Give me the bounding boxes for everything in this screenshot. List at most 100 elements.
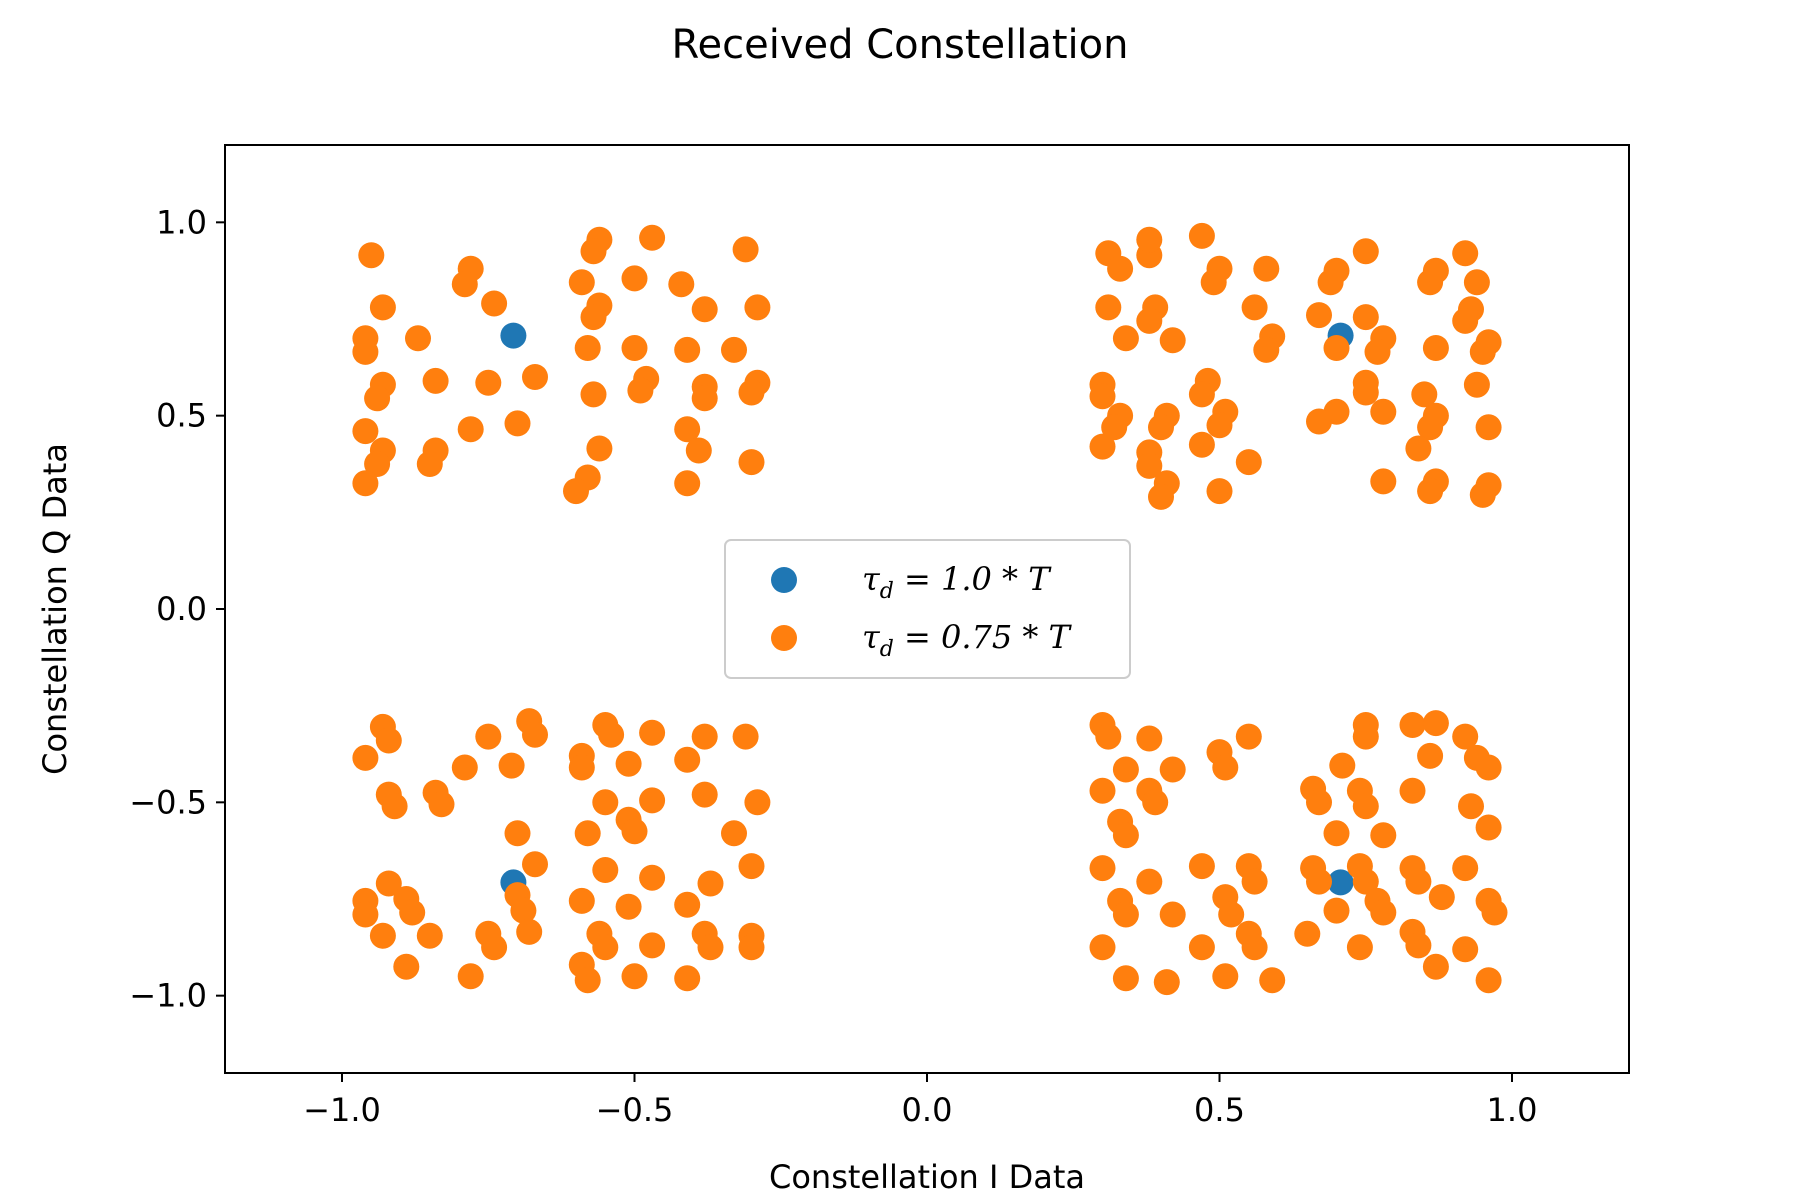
point-series-2-224 [1352, 868, 1379, 895]
point-series-2-218 [1352, 793, 1379, 820]
point-series-2-106 [1469, 338, 1496, 365]
point-series-2-160 [592, 934, 619, 961]
point-series-2-206 [1241, 868, 1268, 895]
point-series-2-153 [574, 820, 601, 847]
point-series-2-219 [1323, 820, 1350, 847]
point-series-2-5 [405, 325, 431, 352]
point-series-2-144 [481, 934, 508, 961]
point-series-2-62 [1112, 325, 1139, 352]
point-series-2-117 [1475, 414, 1502, 441]
point-series-2-89 [1352, 304, 1379, 331]
point-series-2-7 [364, 385, 391, 412]
point-series-2-37 [668, 271, 695, 298]
point-series-2-170 [721, 820, 747, 847]
point-series-1-1 [500, 322, 527, 349]
point-series-2-129 [399, 899, 426, 926]
point-series-2-141 [510, 897, 537, 924]
point-series-2-190 [1142, 789, 1169, 816]
point-series-2-171 [697, 870, 724, 897]
point-series-2-39 [674, 336, 701, 363]
point-series-2-228 [1294, 920, 1321, 947]
point-series-2-229 [1346, 934, 1373, 961]
legend-box [724, 539, 1131, 679]
point-series-2-24 [580, 238, 607, 265]
point-series-2-220 [1370, 822, 1397, 849]
point-series-2-68 [1089, 383, 1116, 410]
point-series-2-82 [1188, 431, 1215, 458]
point-series-2-61 [1136, 307, 1163, 334]
point-series-2-232 [1452, 723, 1479, 750]
point-series-2-2 [369, 294, 396, 321]
point-series-2-21 [522, 364, 548, 390]
point-series-2-133 [451, 754, 478, 781]
point-series-2-86 [1317, 269, 1344, 296]
point-series-2-238 [1475, 814, 1502, 841]
point-series-2-28 [580, 304, 607, 331]
point-series-2-75 [1148, 483, 1174, 510]
point-series-2-188 [1112, 822, 1139, 849]
point-series-2-36 [627, 377, 654, 404]
point-series-2-150 [639, 719, 666, 746]
point-series-2-81 [1206, 412, 1233, 439]
point-series-2-79 [1188, 381, 1215, 408]
point-series-2-230 [1399, 712, 1426, 738]
legend-label-series-2: τd = 0.75 * T [862, 618, 1073, 662]
point-series-2-120 [375, 727, 402, 754]
x-tick-label: −0.5 [596, 1091, 674, 1129]
point-series-2-50 [738, 449, 765, 476]
point-series-2-231 [1422, 710, 1449, 737]
x-tick-label: 1.0 [1487, 1091, 1538, 1129]
point-series-2-210 [1212, 963, 1239, 990]
point-series-2-245 [1452, 936, 1479, 963]
point-series-2-46 [744, 294, 771, 321]
y-tick-label: −0.5 [129, 783, 207, 821]
point-series-2-164 [639, 864, 666, 891]
point-series-2-182 [1095, 723, 1122, 750]
point-series-2-241 [1452, 855, 1479, 882]
point-series-2-227 [1370, 899, 1397, 926]
point-series-2-155 [621, 818, 648, 845]
y-axis-label: Constellation Q Data [36, 443, 74, 775]
point-series-2-163 [615, 893, 642, 920]
point-series-2-77 [1148, 414, 1174, 441]
point-series-2-20 [504, 410, 531, 437]
point-series-2-208 [1241, 934, 1268, 961]
point-series-2-70 [1101, 414, 1128, 441]
point-series-2-96 [1306, 408, 1332, 435]
point-series-2-139 [522, 851, 548, 878]
y-tick-label: −1.0 [129, 977, 207, 1015]
point-series-2-151 [615, 750, 642, 777]
x-tick-label: 0.0 [902, 1091, 953, 1129]
x-axis-ticks: −1.0 −0.5 0.0 0.5 1.0 [303, 1073, 1537, 1129]
point-series-2-134 [475, 723, 502, 750]
point-series-2-63 [1159, 327, 1186, 354]
point-series-2-178 [738, 853, 765, 880]
point-series-2-142 [516, 918, 543, 945]
point-series-2-244 [1405, 932, 1432, 959]
point-series-2-30 [580, 381, 607, 408]
point-series-2-58 [1253, 255, 1280, 282]
point-series-2-202 [1188, 853, 1215, 880]
point-series-2-172 [674, 891, 701, 918]
point-series-2-157 [592, 857, 619, 883]
point-series-2-107 [1422, 335, 1449, 361]
point-series-1-4 [1327, 869, 1354, 896]
point-series-2-152 [592, 789, 619, 816]
y-tick-label: 0.0 [156, 590, 207, 628]
point-series-2-92 [1364, 338, 1391, 365]
point-series-2-166 [621, 963, 648, 990]
point-series-2-43 [685, 437, 712, 464]
point-series-2-240 [1405, 868, 1432, 895]
point-series-2-191 [1089, 855, 1116, 882]
point-series-2-162 [574, 967, 601, 994]
point-series-2-45 [732, 236, 759, 263]
point-series-2-137 [522, 721, 548, 748]
chart-title: Received Constellation [672, 22, 1129, 68]
point-series-2-88 [1306, 302, 1332, 329]
y-tick-label: 1.0 [156, 203, 207, 241]
x-tick-label: 0.5 [1194, 1091, 1245, 1129]
point-series-2-169 [691, 781, 718, 808]
point-series-2-8 [422, 367, 449, 394]
point-series-2-185 [1136, 725, 1163, 752]
point-series-2-83 [1235, 449, 1262, 476]
